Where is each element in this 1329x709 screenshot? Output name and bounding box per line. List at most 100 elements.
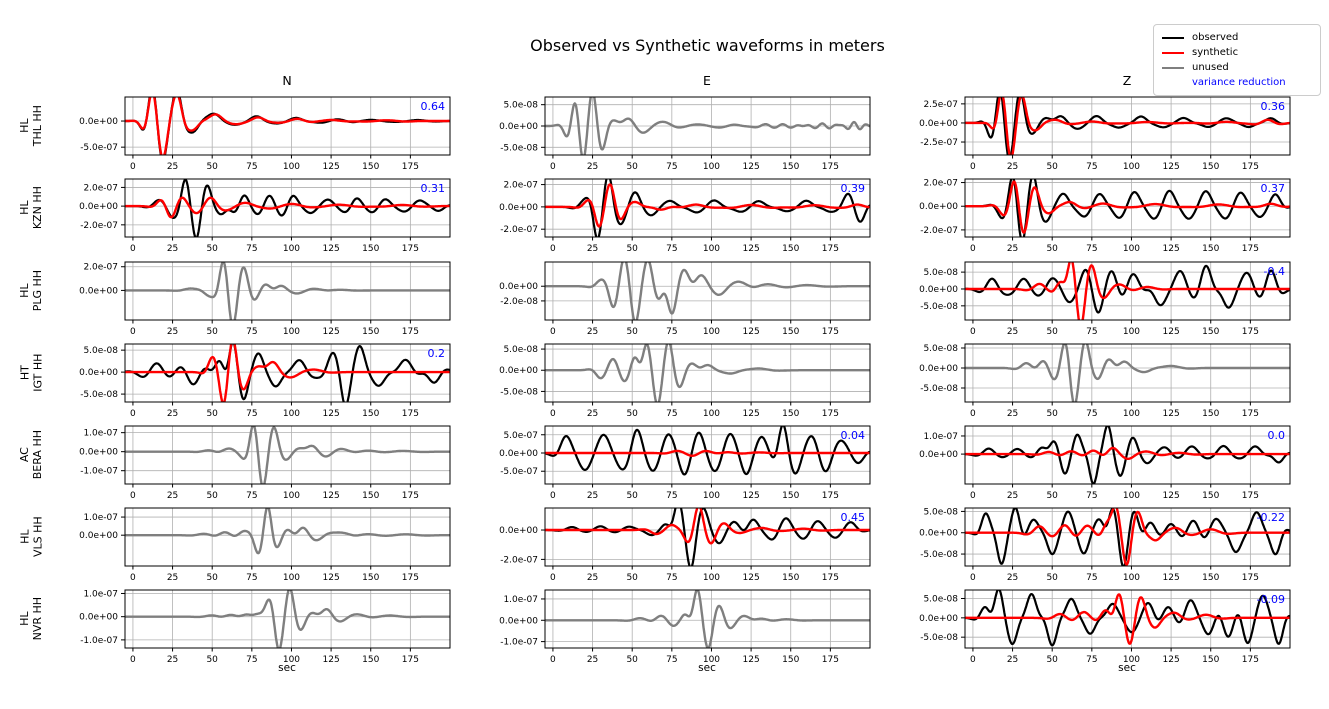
x-tick-label: 75 [1086,244,1097,254]
x-tick-label: 125 [1163,573,1180,583]
x-tick-label: 50 [1046,244,1058,254]
legend-label: variance reduction [1192,77,1286,88]
trace-unused [125,262,450,320]
x-tick-label: 0 [130,573,136,583]
trace-group [545,344,870,402]
x-tick-label: 150 [1202,491,1219,501]
y-tick-label: 5.0e-08 [923,344,958,354]
y-tick-label: 0.0e+00 [919,285,958,295]
x-tick-label: 0 [970,244,976,254]
x-tick-label: 175 [822,244,839,254]
x-tick-label: 150 [1202,409,1219,419]
observed-line-sample [1162,36,1184,39]
trace-synthetic [965,97,1290,155]
x-tick-label: 150 [782,162,799,172]
x-tick-label: 125 [323,162,340,172]
x-tick-label: 175 [402,409,419,419]
trace-group [965,590,1290,647]
y-tick-label: 1.0e-07 [503,595,538,605]
x-tick-label: 0 [550,491,556,501]
trace-group [965,97,1290,155]
x-tick-label: 100 [283,655,300,665]
y-tick-label: 5.0e-08 [503,101,538,111]
y-tick-label: -2.0e-07 [500,555,538,565]
x-tick-label: 100 [703,491,720,501]
trace-unused [125,590,450,648]
x-tick-label: 0 [550,573,556,583]
x-tick-label: 100 [283,244,300,254]
x-tick-label: 25 [167,655,178,665]
trace-observed [965,426,1290,484]
x-tick-label: 150 [362,409,379,419]
x-tick-label: 125 [1163,655,1180,665]
x-tick-label: 175 [822,409,839,419]
x-tick-label: 150 [782,655,799,665]
trace-observed [545,426,870,476]
y-tick-label: 0.0e+00 [79,202,118,212]
x-tick-label: 125 [743,244,760,254]
x-tick-label: 125 [1163,244,1180,254]
x-tick-label: 0 [970,491,976,501]
column-header-n: N [282,73,292,88]
x-tick-label: 0 [970,573,976,583]
trace-observed [545,508,870,566]
x-tick-label: 0 [130,491,136,501]
x-tick-label: 25 [1007,573,1018,583]
y-tick-label: 0.0e+00 [79,613,118,623]
x-tick-label: 175 [402,162,419,172]
x-tick-label: 125 [323,491,340,501]
x-tick-label: 50 [206,244,218,254]
trace-group [545,426,870,476]
trace-synthetic [965,508,1290,566]
subplot-HL-NVR-Z: 5.0e-08 0.0e+00 -5.0e-08 0 25 50 75 100 125 150 17… [919,589,1291,665]
x-tick-label: 0 [970,327,976,337]
legend-label: unused [1192,62,1229,73]
subplot-HL-KZN-Z: 2.0e-07 0.0e+00 -2.0e-07 0 25 50 75 100 125 150 17… [919,178,1291,254]
trace-unused [545,262,870,320]
y-tick-label: 0.0e+00 [79,117,118,127]
x-tick-label: 50 [626,655,638,665]
y-tick-label: 0.0e+00 [919,614,958,624]
trace-synthetic [965,446,1290,460]
x-tick-label: 125 [1163,409,1180,419]
x-tick-label: 75 [1086,162,1097,172]
x-tick-label: 50 [1046,573,1058,583]
subplot-HL-THL-Z: 2.5e-07 0.0e+00 -2.5e-07 0 25 50 75 100 125 150 17… [919,96,1291,172]
y-tick-label: 2.0e-07 [503,181,538,191]
x-tick-label: 175 [822,162,839,172]
subplot-HT-IGT-E: 5.0e-08 0.0e+00 -5.0e-08 0 25 50 75 100 125 150 17… [499,343,871,419]
trace-group [125,262,450,320]
y-tick-label: 0.0e+00 [499,122,538,132]
y-tick-label: -5.0e-08 [80,390,118,400]
y-tick-label: 1.0e-07 [83,429,118,439]
column-header-e: E [703,73,711,88]
legend-label: observed [1192,32,1239,43]
x-tick-label: 75 [666,573,677,583]
trace-unused [125,426,450,484]
x-tick-label: 75 [1086,655,1097,665]
trace-group [545,590,870,648]
y-tick-label: 0.0e+00 [79,368,118,378]
x-tick-label: 25 [1007,491,1018,501]
x-tick-label: 50 [1046,491,1058,501]
subplot-HL-KZN-N: 2.0e-07 0.0e+00 -2.0e-07 0 25 50 75 100 125 150 17… [79,178,451,254]
variance-reduction-value: 0.04 [841,429,866,442]
x-tick-label: 125 [743,162,760,172]
trace-group [125,426,450,484]
x-tick-label: 75 [666,327,677,337]
y-tick-label: -1.0e-07 [500,638,538,648]
trace-observed [965,179,1290,237]
trace-group [125,590,450,648]
trace-synthetic [545,508,870,545]
x-tick-label: 100 [283,491,300,501]
x-tick-label: 175 [1242,162,1259,172]
x-tick-label: 175 [402,573,419,583]
x-tick-label: 25 [587,244,598,254]
x-tick-label: 0 [970,655,976,665]
x-tick-label: 150 [1202,573,1219,583]
x-tick-label: 175 [822,327,839,337]
x-tick-label: 175 [822,491,839,501]
y-tick-label: 5.0e-08 [83,346,118,356]
legend-label: synthetic [1192,47,1239,58]
